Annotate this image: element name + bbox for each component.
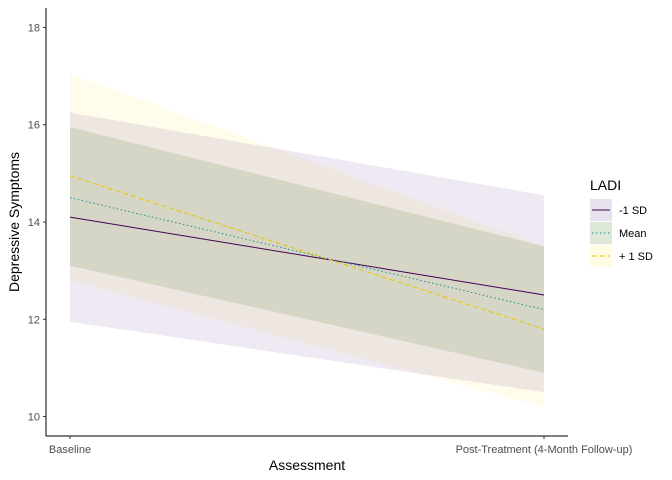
y-tick-label: 12	[28, 314, 40, 326]
y-tick-label: 16	[28, 120, 40, 132]
legend-label: -1 SD	[619, 205, 647, 217]
legend-title: LADI	[590, 177, 621, 193]
series-line-mean	[69, 197, 545, 311]
series-line-plus-1-sd	[69, 175, 545, 330]
ribbons	[70, 73, 544, 407]
legend-label: + 1 SD	[619, 251, 653, 263]
x-axis-title: Assessment	[269, 457, 345, 473]
y-axis-title: Depressive Symptoms	[6, 152, 22, 292]
series-lines	[69, 175, 545, 330]
y-tick-label: 14	[28, 217, 40, 229]
y-tick-label: 10	[28, 412, 40, 424]
y-tick-label: 18	[28, 22, 40, 34]
ribbon-plus-1-sd	[70, 73, 544, 407]
x-ticks: Baseline Post-Treatment (4-Month Follow-u…	[49, 436, 633, 456]
x-tick-label: Baseline	[49, 444, 91, 456]
series-line-minus-1-sd	[69, 216, 545, 296]
y-ticks: 10 12 14 16 18	[28, 22, 46, 424]
legend-label: Mean	[619, 228, 647, 240]
legend: LADI -1 SD Mean + 1 SD	[590, 177, 653, 267]
x-tick-label: Post-Treatment (4-Month Follow-up)	[456, 444, 633, 456]
